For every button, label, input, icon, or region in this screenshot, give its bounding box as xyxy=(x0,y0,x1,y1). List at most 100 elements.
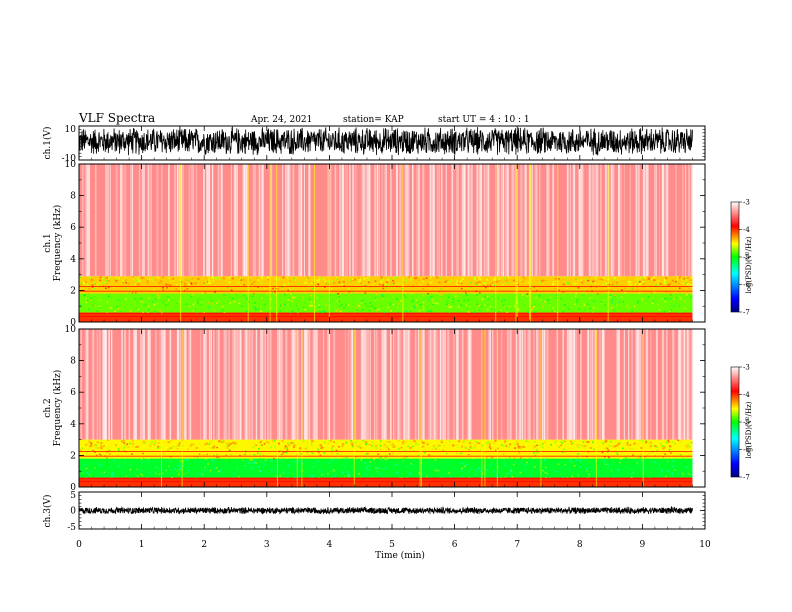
spectral-speck xyxy=(519,447,522,450)
spectral-speck xyxy=(349,279,352,282)
spectral-speck xyxy=(374,307,376,310)
spectral-streak xyxy=(596,164,598,277)
spectral-speck xyxy=(167,460,170,462)
spectral-speck xyxy=(600,300,603,303)
spectral-speck xyxy=(350,280,353,283)
spectral-speck xyxy=(467,471,470,473)
spectral-speck xyxy=(648,276,651,279)
spectral-speck xyxy=(571,460,574,463)
spectral-speck xyxy=(218,277,221,280)
spectral-speck xyxy=(489,448,492,450)
spectral-speck xyxy=(380,456,382,458)
spectral-streak xyxy=(284,329,288,440)
spectral-speck xyxy=(372,302,375,305)
spectral-speck xyxy=(550,294,552,296)
spectral-speck xyxy=(261,297,263,300)
spectral-speck xyxy=(336,300,339,302)
spectral-speck xyxy=(508,471,510,474)
spectral-speck xyxy=(214,291,216,293)
spectral-speck xyxy=(407,445,409,448)
spectral-speck xyxy=(288,277,291,280)
colorbar-tick-label: -4 xyxy=(743,226,750,234)
spectral-streak xyxy=(635,164,637,277)
spectral-speck xyxy=(501,284,504,286)
spectral-speck xyxy=(190,282,192,284)
spectral-speck xyxy=(660,464,663,467)
spectral-speck xyxy=(332,468,335,471)
spectral-speck xyxy=(565,439,569,442)
spectral-speck xyxy=(117,308,120,310)
spectral-speck xyxy=(559,440,563,443)
spectral-speck xyxy=(338,283,340,285)
spectral-speck xyxy=(214,465,216,468)
spectral-speck xyxy=(344,459,347,461)
spectral-speck xyxy=(360,459,363,461)
time-axis-ticks xyxy=(78,126,706,529)
spectral-speck xyxy=(132,277,135,280)
spectral-speck xyxy=(134,283,137,286)
spectral-speck xyxy=(680,311,683,313)
spectral-speck xyxy=(285,451,287,454)
spectral-speck xyxy=(406,466,409,468)
spectral-speck xyxy=(668,310,671,312)
spectral-speck xyxy=(85,467,88,470)
spectral-speck xyxy=(398,281,401,284)
spectral-speck xyxy=(388,448,390,450)
spectral-speck xyxy=(562,283,565,286)
spectral-speck xyxy=(347,304,350,307)
spectral-streak xyxy=(366,329,369,440)
spectral-speck xyxy=(429,463,431,465)
spectral-speck xyxy=(176,469,179,472)
spectral-speck xyxy=(616,453,619,455)
spectral-speck xyxy=(685,447,687,449)
spectral-speck xyxy=(108,453,111,455)
spectral-speck xyxy=(447,305,450,307)
spectral-speck xyxy=(395,276,399,279)
spectral-speck xyxy=(108,449,111,452)
spectral-speck xyxy=(238,302,241,305)
spectral-speck xyxy=(470,439,472,442)
spectral-speck xyxy=(329,294,332,296)
spectral-speck xyxy=(410,310,412,313)
spectral-speck xyxy=(583,309,586,312)
spectral-speck xyxy=(488,445,491,448)
spectral-speck xyxy=(193,282,196,285)
spectral-speck xyxy=(602,442,604,445)
ch3-yticks: 50-5 xyxy=(67,491,705,533)
spectral-speck xyxy=(613,476,615,478)
spectral-speck xyxy=(567,287,570,289)
spectral-speck xyxy=(654,441,657,444)
spectral-speck xyxy=(344,466,346,468)
spectral-speck xyxy=(102,440,105,442)
spectral-speck xyxy=(685,445,688,448)
spectral-speck xyxy=(687,456,689,458)
spectral-speck xyxy=(465,439,468,442)
spectral-speck xyxy=(634,445,636,447)
spectral-speck xyxy=(368,310,371,312)
spectral-speck xyxy=(381,445,384,447)
spectral-speck xyxy=(236,469,238,471)
spectral-speck xyxy=(678,276,681,279)
spectral-speck xyxy=(154,440,157,442)
spectral-streak xyxy=(264,329,266,440)
spectral-streak xyxy=(86,329,89,440)
spectral-speck xyxy=(487,304,489,306)
spectral-speck xyxy=(430,296,432,298)
spectral-streak xyxy=(143,329,145,440)
spectral-speck xyxy=(170,299,172,302)
spectral-speck xyxy=(186,287,189,290)
spectral-speck xyxy=(503,458,505,461)
spectral-streak xyxy=(298,329,300,440)
spectral-streak xyxy=(217,164,220,277)
spectral-speck xyxy=(162,287,164,289)
spectral-speck xyxy=(358,445,361,448)
spectral-speck xyxy=(122,439,126,442)
spectral-speck xyxy=(494,439,497,442)
spectral-speck xyxy=(672,464,675,467)
spectral-speck xyxy=(372,441,375,444)
spectral-speck xyxy=(361,457,363,460)
spectral-streak xyxy=(84,164,87,277)
spectral-speck xyxy=(604,459,606,462)
spectral-streak xyxy=(406,329,408,440)
spectral-speck xyxy=(502,276,506,279)
